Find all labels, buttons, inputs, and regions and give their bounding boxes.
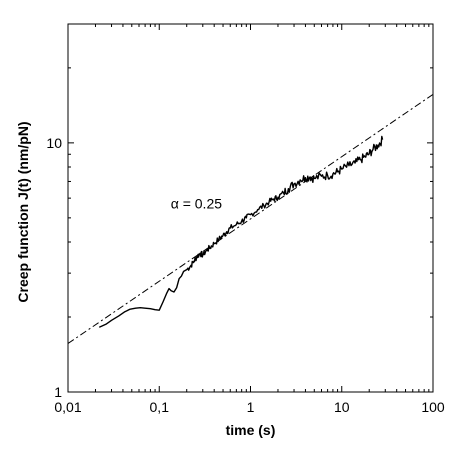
chart-labels: 0,01 0,1 1 10 100 1 10 time (s) Creep function J… <box>15 121 445 438</box>
x-axis-label: time (s) <box>226 422 276 438</box>
y-tick-label: 1 <box>54 384 62 400</box>
chart-marks <box>68 93 433 344</box>
x-tick-label: 100 <box>421 399 445 415</box>
x-tick-label: 0,1 <box>150 399 170 415</box>
plot-frame <box>67 23 434 393</box>
creep-data-line <box>98 135 384 328</box>
y-axis-label: Creep function J(t) (nm/pN) <box>15 121 31 302</box>
x-tick-label: 10 <box>334 399 350 415</box>
power-law-fit-line <box>68 93 433 344</box>
plot-area <box>67 23 434 393</box>
alpha-annotation: α = 0.25 <box>171 196 223 212</box>
x-tick-label: 1 <box>247 399 255 415</box>
y-tick-label: 10 <box>46 135 62 151</box>
x-tick-label: 0,01 <box>54 399 81 415</box>
